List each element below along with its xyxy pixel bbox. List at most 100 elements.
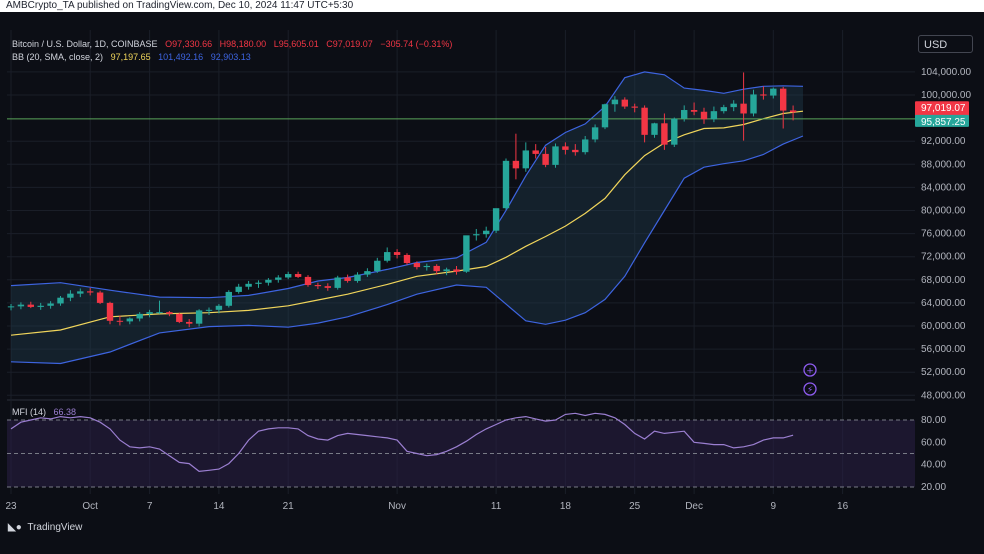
x-tick-label: 7 (147, 501, 153, 512)
currency-selector[interactable]: USD (918, 35, 973, 53)
x-tick-label: 16 (837, 501, 849, 512)
candle (334, 275, 341, 290)
candle (215, 304, 223, 314)
price-tick-label: 64,000.00 (921, 298, 966, 309)
mfi-tick-label: 60.00 (921, 437, 946, 448)
candle-body (166, 312, 173, 314)
chart-canvas[interactable]: 48,000.00 52,000.00 56,000.00 60,000.00 64,0… (0, 12, 984, 554)
candle-body (304, 276, 312, 285)
ohlc-low: L95,605.01 (273, 39, 319, 49)
candle (423, 263, 430, 271)
candle (690, 102, 698, 116)
candle-body (265, 279, 272, 283)
candle (780, 86, 787, 129)
price-tick-label: 88,000.00 (921, 159, 966, 170)
x-tick-label: 23 (5, 501, 17, 512)
candle-body (730, 103, 737, 108)
candle-body (225, 291, 232, 306)
bb-upper-value: 101,492.16 (158, 52, 204, 62)
candle-body (384, 252, 391, 261)
level-price-badge: 95,857.25 (915, 114, 969, 128)
candle-body (324, 286, 331, 288)
candle-body (690, 110, 698, 112)
candle (601, 103, 609, 130)
candle-body (641, 107, 648, 135)
candle-body (136, 313, 143, 319)
candle (146, 309, 153, 318)
candle (710, 106, 718, 123)
candle (522, 142, 529, 172)
candle-body (126, 318, 133, 322)
candle (265, 278, 272, 286)
price-tick-label: 48,000.00 (921, 390, 966, 401)
candle-body (77, 291, 84, 294)
candle (37, 302, 44, 310)
candle (492, 208, 500, 234)
candle (542, 146, 549, 168)
candle-body (601, 104, 609, 128)
x-tick-label: Oct (82, 501, 98, 512)
candle (156, 300, 163, 314)
currency-label: USD (924, 39, 948, 51)
candle (681, 105, 688, 122)
candle-body (27, 304, 34, 307)
price-badge-bg (915, 114, 969, 127)
candle-body (542, 153, 549, 165)
candle (403, 253, 411, 265)
lightning-icon[interactable]: ⚡ (803, 382, 817, 396)
icon-glyph: ⚡ (807, 386, 813, 396)
publisher-header: AMBCrypto_TA published on TradingView.co… (0, 0, 984, 12)
candle (552, 143, 559, 168)
candle (760, 86, 767, 100)
candle-body (374, 260, 381, 272)
tradingview-branding: ◣● TradingView (8, 522, 82, 533)
candle (443, 267, 450, 276)
candle-body (671, 118, 678, 145)
candle-body (423, 265, 430, 268)
candle (57, 295, 64, 306)
candle-body (403, 254, 411, 264)
ohlc-open: O97,330.66 (165, 39, 213, 49)
candle-body (344, 277, 351, 281)
candle (205, 307, 213, 316)
x-tick-label: 9 (771, 501, 777, 512)
candle-body (215, 305, 223, 310)
candle-body (720, 107, 727, 112)
x-tick-label: 18 (560, 501, 572, 512)
candle-body (285, 274, 292, 278)
chart-frame[interactable]: 48,000.00 52,000.00 56,000.00 60,000.00 64,0… (0, 12, 984, 554)
bb-legend: BB (20, SMA, close, 2) 97,197.65 101,492… (12, 52, 256, 62)
candle-body (651, 123, 658, 135)
candle (136, 312, 143, 322)
candle-body (681, 110, 688, 119)
candle-body (116, 320, 124, 322)
candle-body (760, 94, 767, 96)
candle (582, 136, 589, 155)
candle (294, 271, 302, 279)
candle-body (631, 106, 638, 108)
candle (770, 87, 777, 99)
add-indicator-icon[interactable]: + (803, 363, 817, 377)
ohlc-high: H98,180.00 (219, 39, 267, 49)
candle (661, 113, 668, 150)
candle-body (780, 88, 787, 111)
candle-body (96, 292, 104, 303)
candle (572, 144, 579, 156)
candle (740, 72, 747, 141)
candle (641, 105, 648, 143)
candle (126, 317, 133, 325)
price-tick-label: 80,000.00 (921, 206, 966, 217)
candle-body (47, 303, 54, 306)
candle-body (532, 150, 539, 154)
mfi-line (10, 412, 794, 473)
candle-body (789, 110, 797, 113)
candle-body (245, 283, 252, 287)
bb-band-fill (11, 71, 803, 364)
mfi-tick-label: 40.00 (921, 460, 946, 471)
candle-body (255, 282, 262, 284)
candle (166, 310, 173, 317)
candle-body (156, 312, 163, 314)
candle (730, 100, 737, 112)
publisher-text: AMBCrypto_TA published on TradingView.co… (6, 0, 354, 11)
tradingview-name: TradingView (27, 522, 83, 533)
